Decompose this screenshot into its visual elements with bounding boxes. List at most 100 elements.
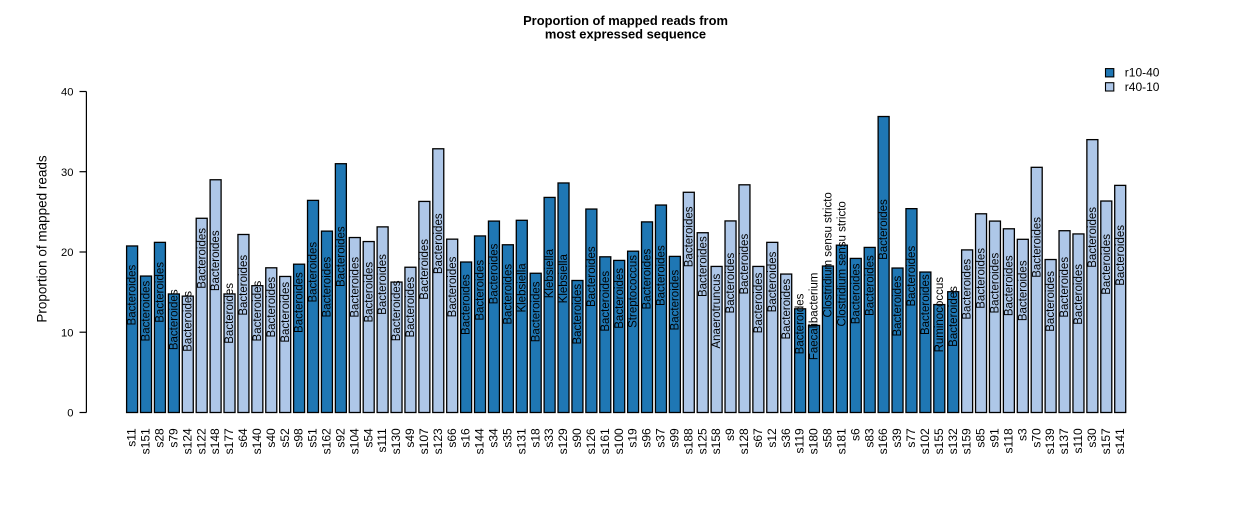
- svg-text:Bacteroides: Bacteroides: [656, 245, 668, 306]
- svg-text:Bacteroides: Bacteroides: [906, 246, 918, 307]
- svg-text:Bacteroides: Bacteroides: [1073, 264, 1085, 325]
- svg-text:s158: s158: [709, 428, 723, 454]
- svg-text:Bacteroides: Bacteroides: [683, 206, 695, 267]
- svg-text:s16: s16: [459, 428, 473, 448]
- svg-text:s124: s124: [180, 428, 194, 454]
- svg-text:s67: s67: [751, 428, 765, 448]
- svg-text:Proportion of mapped reads fro: Proportion of mapped reads from: [523, 13, 728, 28]
- svg-text:Bacteroides: Bacteroides: [502, 264, 514, 325]
- svg-text:Bacteroides: Bacteroides: [976, 248, 988, 309]
- svg-text:s110: s110: [1071, 428, 1085, 453]
- svg-text:s51: s51: [306, 428, 320, 448]
- svg-text:s98: s98: [292, 428, 306, 448]
- svg-text:Bacteroides: Bacteroides: [1059, 257, 1071, 318]
- svg-text:Bacteroides: Bacteroides: [322, 256, 334, 317]
- svg-text:Bacteroides: Bacteroides: [294, 272, 306, 333]
- svg-text:Bacteroides: Bacteroides: [892, 276, 904, 337]
- svg-text:s129: s129: [556, 428, 570, 454]
- svg-text:s137: s137: [1057, 428, 1071, 454]
- svg-text:s85: s85: [974, 428, 988, 448]
- svg-text:Bacteroides: Bacteroides: [739, 234, 751, 295]
- svg-text:10: 10: [61, 327, 73, 339]
- svg-text:Klebsiella: Klebsiella: [558, 254, 570, 304]
- svg-text:Bacteroides: Bacteroides: [753, 272, 765, 333]
- svg-text:Bacteroides: Bacteroides: [990, 253, 1002, 314]
- svg-text:s131: s131: [514, 428, 528, 454]
- svg-text:s83: s83: [862, 428, 876, 448]
- svg-text:Bacteroides: Bacteroides: [1101, 234, 1113, 295]
- svg-text:most expressed sequence: most expressed sequence: [545, 27, 706, 42]
- svg-text:s58: s58: [821, 428, 835, 448]
- svg-text:s33: s33: [542, 428, 556, 448]
- svg-text:s18: s18: [528, 428, 542, 448]
- svg-text:s104: s104: [347, 428, 361, 454]
- svg-text:Bacteroides: Bacteroides: [363, 262, 375, 323]
- svg-text:s141: s141: [1113, 428, 1127, 454]
- svg-text:s100: s100: [612, 428, 626, 454]
- svg-text:s144: s144: [473, 428, 487, 454]
- svg-text:s39: s39: [890, 428, 904, 448]
- svg-text:Bacteroides: Bacteroides: [795, 293, 807, 354]
- svg-text:40: 40: [61, 87, 73, 99]
- svg-text:s126: s126: [584, 428, 598, 454]
- svg-text:s35: s35: [500, 428, 514, 448]
- svg-text:Bacteroides: Bacteroides: [475, 260, 487, 321]
- svg-text:30: 30: [61, 167, 73, 179]
- svg-text:Bacteroides: Bacteroides: [948, 286, 960, 347]
- svg-text:s49: s49: [403, 428, 417, 448]
- svg-text:20: 20: [61, 247, 73, 259]
- svg-text:s40: s40: [264, 428, 278, 448]
- svg-text:Bacteroides: Bacteroides: [530, 281, 542, 342]
- svg-text:s6: s6: [848, 428, 862, 441]
- svg-text:Bacteroides: Bacteroides: [962, 259, 974, 320]
- svg-text:s128: s128: [737, 428, 751, 454]
- svg-text:s66: s66: [445, 428, 459, 448]
- svg-text:Bacteroides: Bacteroides: [349, 257, 361, 318]
- svg-text:s96: s96: [640, 428, 654, 448]
- svg-text:s99: s99: [667, 428, 681, 448]
- svg-text:0: 0: [67, 408, 73, 420]
- svg-text:Bacteroides: Bacteroides: [697, 236, 709, 297]
- svg-text:Bacteroides: Bacteroides: [238, 255, 250, 316]
- svg-text:Bacteroides: Bacteroides: [168, 289, 180, 350]
- svg-text:s119: s119: [793, 428, 807, 453]
- svg-text:Bacteroides: Bacteroides: [224, 283, 236, 344]
- svg-text:s188: s188: [681, 428, 695, 454]
- svg-text:s11: s11: [125, 428, 139, 447]
- svg-text:Anaerotruncus: Anaerotruncus: [711, 273, 723, 348]
- svg-text:s157: s157: [1099, 428, 1113, 454]
- svg-text:Bacteroides: Bacteroides: [196, 228, 208, 289]
- svg-text:s151: s151: [139, 428, 153, 454]
- svg-text:Bacteroides: Bacteroides: [280, 282, 292, 343]
- svg-text:s111: s111: [375, 428, 389, 453]
- svg-text:s79: s79: [166, 428, 180, 448]
- svg-text:s77: s77: [904, 428, 918, 448]
- svg-text:s148: s148: [208, 428, 222, 454]
- svg-text:s52: s52: [278, 428, 292, 448]
- svg-text:s162: s162: [320, 428, 334, 454]
- svg-text:Bacteroides: Bacteroides: [155, 262, 167, 323]
- svg-text:s19: s19: [626, 428, 640, 448]
- svg-text:Clostridium sensu stricto: Clostridium sensu stricto: [836, 201, 848, 326]
- svg-text:s132: s132: [946, 428, 960, 454]
- svg-text:Bacteroides: Bacteroides: [391, 280, 403, 341]
- svg-text:s9: s9: [723, 428, 737, 441]
- svg-text:s180: s180: [807, 428, 821, 454]
- svg-text:s159: s159: [960, 428, 974, 454]
- svg-text:s70: s70: [1029, 428, 1043, 448]
- svg-text:Bacteroides: Bacteroides: [572, 284, 584, 345]
- svg-text:s161: s161: [598, 428, 612, 454]
- svg-text:r40-10: r40-10: [1125, 80, 1160, 94]
- svg-text:Bacteroides: Bacteroides: [210, 230, 222, 291]
- svg-text:r10-40: r10-40: [1125, 66, 1160, 80]
- svg-text:Bacteroides: Bacteroides: [1087, 207, 1099, 268]
- svg-text:Bacteroides: Bacteroides: [614, 268, 626, 329]
- svg-text:Bacteroides: Bacteroides: [127, 264, 139, 325]
- svg-text:s54: s54: [361, 428, 375, 448]
- svg-text:s3: s3: [1015, 428, 1029, 441]
- svg-text:s177: s177: [222, 428, 236, 454]
- svg-text:s130: s130: [389, 428, 403, 454]
- svg-text:s30: s30: [1085, 428, 1099, 448]
- svg-text:s140: s140: [250, 428, 264, 454]
- svg-text:s36: s36: [779, 428, 793, 448]
